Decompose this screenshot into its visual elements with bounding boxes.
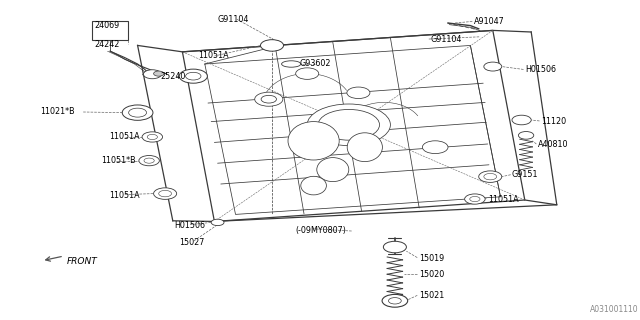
Text: 15027: 15027 bbox=[179, 238, 205, 247]
Text: G93602: G93602 bbox=[300, 60, 331, 68]
Text: 11051A: 11051A bbox=[109, 191, 140, 200]
Circle shape bbox=[255, 92, 283, 106]
Text: H01506: H01506 bbox=[525, 65, 556, 74]
Circle shape bbox=[186, 72, 201, 80]
Circle shape bbox=[179, 69, 207, 83]
Ellipse shape bbox=[317, 158, 349, 182]
Circle shape bbox=[261, 95, 276, 103]
Text: 11051A: 11051A bbox=[198, 52, 229, 60]
Ellipse shape bbox=[282, 61, 301, 67]
Circle shape bbox=[484, 62, 502, 71]
Circle shape bbox=[143, 70, 161, 79]
Circle shape bbox=[318, 109, 380, 140]
Circle shape bbox=[512, 115, 531, 125]
Text: FRONT: FRONT bbox=[67, 257, 98, 266]
Text: 25240: 25240 bbox=[160, 72, 186, 81]
Circle shape bbox=[382, 294, 408, 307]
Circle shape bbox=[139, 156, 159, 166]
Circle shape bbox=[347, 87, 370, 99]
Text: A91047: A91047 bbox=[474, 17, 504, 26]
Circle shape bbox=[154, 71, 164, 76]
Text: 24069: 24069 bbox=[95, 21, 120, 30]
Text: G91104: G91104 bbox=[430, 36, 461, 44]
Text: 11120: 11120 bbox=[541, 117, 566, 126]
Circle shape bbox=[211, 219, 224, 226]
Bar bbox=[92, 21, 128, 40]
Circle shape bbox=[484, 173, 497, 180]
Text: 11051*B: 11051*B bbox=[101, 156, 136, 165]
Ellipse shape bbox=[301, 176, 326, 195]
Circle shape bbox=[518, 132, 534, 139]
Circle shape bbox=[154, 188, 177, 199]
Circle shape bbox=[296, 68, 319, 79]
Text: H01506: H01506 bbox=[174, 221, 205, 230]
Text: 15019: 15019 bbox=[419, 254, 444, 263]
Circle shape bbox=[383, 241, 406, 253]
Text: 24242: 24242 bbox=[95, 40, 120, 49]
Circle shape bbox=[129, 108, 147, 117]
Circle shape bbox=[465, 194, 485, 204]
Circle shape bbox=[479, 171, 502, 182]
Circle shape bbox=[144, 158, 154, 163]
Circle shape bbox=[470, 196, 480, 202]
Ellipse shape bbox=[347, 133, 383, 162]
Text: A40810: A40810 bbox=[538, 140, 568, 149]
Circle shape bbox=[307, 104, 390, 146]
Text: 11021*B: 11021*B bbox=[40, 108, 74, 116]
Text: G9151: G9151 bbox=[512, 170, 538, 179]
Circle shape bbox=[388, 298, 401, 304]
Text: 15020: 15020 bbox=[419, 270, 444, 279]
Circle shape bbox=[122, 105, 153, 120]
Text: 15021: 15021 bbox=[419, 292, 444, 300]
Text: (-09MY0807): (-09MY0807) bbox=[296, 226, 346, 235]
Text: 11051A: 11051A bbox=[109, 132, 140, 141]
Ellipse shape bbox=[288, 122, 339, 160]
Text: 11051A: 11051A bbox=[488, 195, 518, 204]
Circle shape bbox=[147, 134, 157, 140]
Text: G91104: G91104 bbox=[218, 15, 249, 24]
Circle shape bbox=[159, 190, 172, 197]
Text: A031001110: A031001110 bbox=[590, 305, 639, 314]
Circle shape bbox=[422, 141, 448, 154]
Circle shape bbox=[142, 132, 163, 142]
Circle shape bbox=[260, 40, 284, 51]
